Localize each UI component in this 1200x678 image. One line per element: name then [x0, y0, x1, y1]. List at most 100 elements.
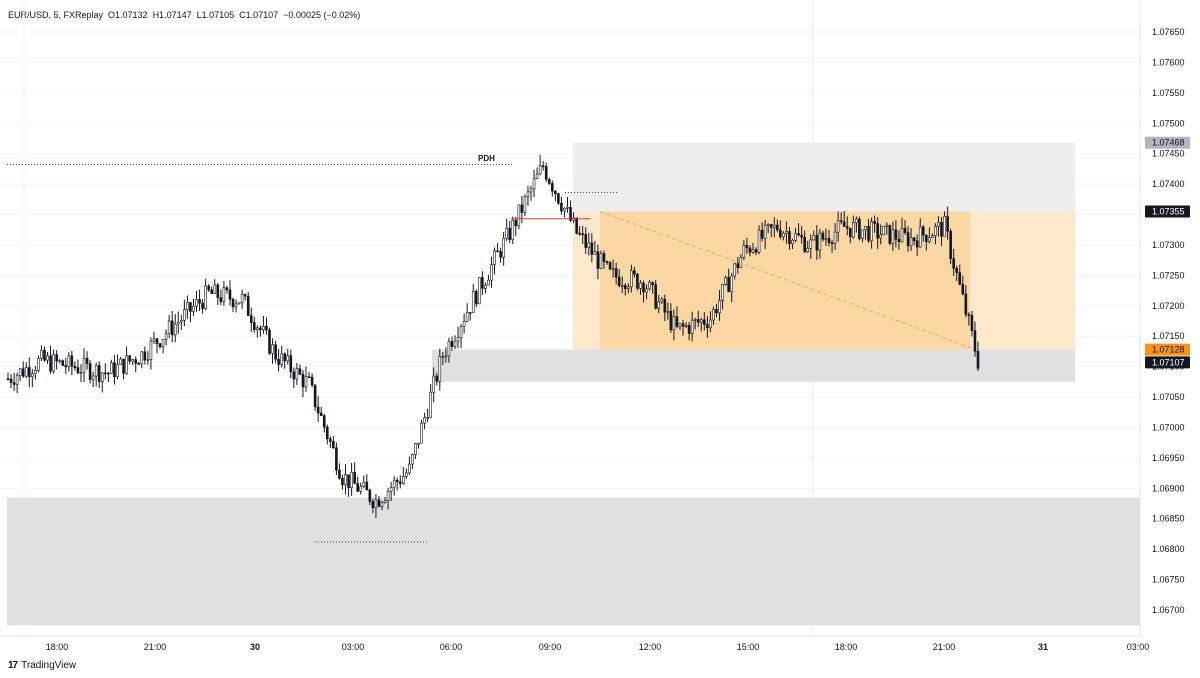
candle [173, 314, 177, 343]
candle-body [839, 220, 843, 223]
candle [894, 220, 898, 248]
candle-body [779, 229, 782, 238]
candle [423, 412, 426, 430]
time-tick-label: 12:00 [639, 642, 662, 652]
candle-body [900, 227, 904, 243]
candle-body [104, 372, 107, 375]
candle-body [964, 293, 968, 315]
candle-body [587, 242, 591, 248]
candle [596, 244, 600, 280]
candle [493, 247, 496, 275]
candle [727, 268, 730, 293]
price-label-text: 1.07128 [1152, 345, 1185, 355]
candle-body [690, 319, 694, 334]
candle [690, 311, 694, 342]
candle-body [906, 232, 910, 247]
candle-body [943, 216, 946, 237]
candle-body [645, 288, 648, 293]
candle [964, 285, 968, 318]
candle-body [453, 340, 457, 347]
candle [256, 325, 259, 338]
candle [389, 481, 393, 502]
candle-body [550, 183, 554, 192]
candle-body [9, 378, 13, 383]
candle-body [630, 270, 633, 288]
candle [116, 354, 119, 380]
candle-body [803, 236, 806, 252]
candle-body [395, 479, 399, 483]
candle-body [234, 303, 238, 308]
candle-body [946, 216, 949, 232]
candle-body [338, 469, 341, 479]
candle-body [602, 253, 606, 262]
candle-body [836, 220, 840, 233]
candle [557, 192, 560, 205]
candle-body [617, 276, 621, 286]
candle-body [474, 290, 478, 305]
time-tick-label: 03:00 [342, 642, 365, 652]
candle [234, 299, 238, 313]
candle-body [240, 294, 244, 304]
candle-body [614, 268, 618, 278]
candle-body [575, 217, 578, 234]
candle-body [627, 286, 630, 290]
candle-body [882, 226, 886, 236]
candle-body [703, 319, 706, 325]
candle-body [459, 326, 463, 338]
candle [447, 337, 451, 363]
candle [180, 314, 183, 330]
candle-body [605, 261, 609, 263]
candle-body [873, 221, 876, 224]
candle [34, 365, 37, 380]
time-axis[interactable]: 18:00 21:00 30 03:00 06:00 09:00 12:00 15:00 18:… [46, 642, 1150, 652]
candle-body [508, 228, 512, 240]
price-axis[interactable]: 1.076501.076001.075501.075001.074501.074… [1152, 27, 1185, 615]
candle [776, 219, 779, 233]
candle [18, 367, 22, 382]
price-tick-label: 1.07000 [1152, 422, 1185, 432]
candle [474, 289, 478, 308]
candle-body [225, 287, 229, 291]
candle [882, 226, 886, 236]
candle-body [201, 302, 204, 309]
candle-body [894, 229, 898, 240]
candle-body [316, 406, 320, 414]
candle [706, 316, 709, 338]
candle-body [855, 218, 858, 223]
candle-body [496, 250, 499, 253]
candle [401, 466, 405, 485]
candle-body [541, 165, 545, 168]
candle [931, 233, 934, 238]
candle [845, 216, 849, 236]
candle [967, 312, 971, 326]
candle [365, 474, 369, 491]
candle [453, 335, 457, 350]
zone-position-stop [573, 142, 1075, 212]
price-tick-label: 1.07500 [1152, 118, 1185, 128]
candle [508, 220, 512, 243]
tradingview-brand[interactable]: 17 TradingView [8, 660, 76, 671]
candle-body [970, 315, 974, 331]
candle [748, 245, 752, 257]
candle-body [608, 262, 612, 270]
candle-body [952, 258, 955, 269]
candle [408, 456, 411, 476]
candle [675, 306, 679, 329]
candle-body [806, 248, 810, 252]
candle-body [751, 249, 755, 253]
candle [225, 285, 229, 294]
candle [599, 250, 603, 270]
candle-body [262, 326, 265, 331]
candle [958, 264, 962, 286]
candle [40, 345, 43, 362]
candle [435, 372, 439, 386]
candle [459, 324, 463, 348]
price-tick-label: 1.07200 [1152, 301, 1185, 311]
candle-body [67, 355, 71, 368]
candle [617, 269, 621, 288]
candle-body [848, 227, 852, 238]
candle [143, 346, 147, 365]
levels [7, 164, 618, 543]
candle-body [231, 298, 235, 308]
